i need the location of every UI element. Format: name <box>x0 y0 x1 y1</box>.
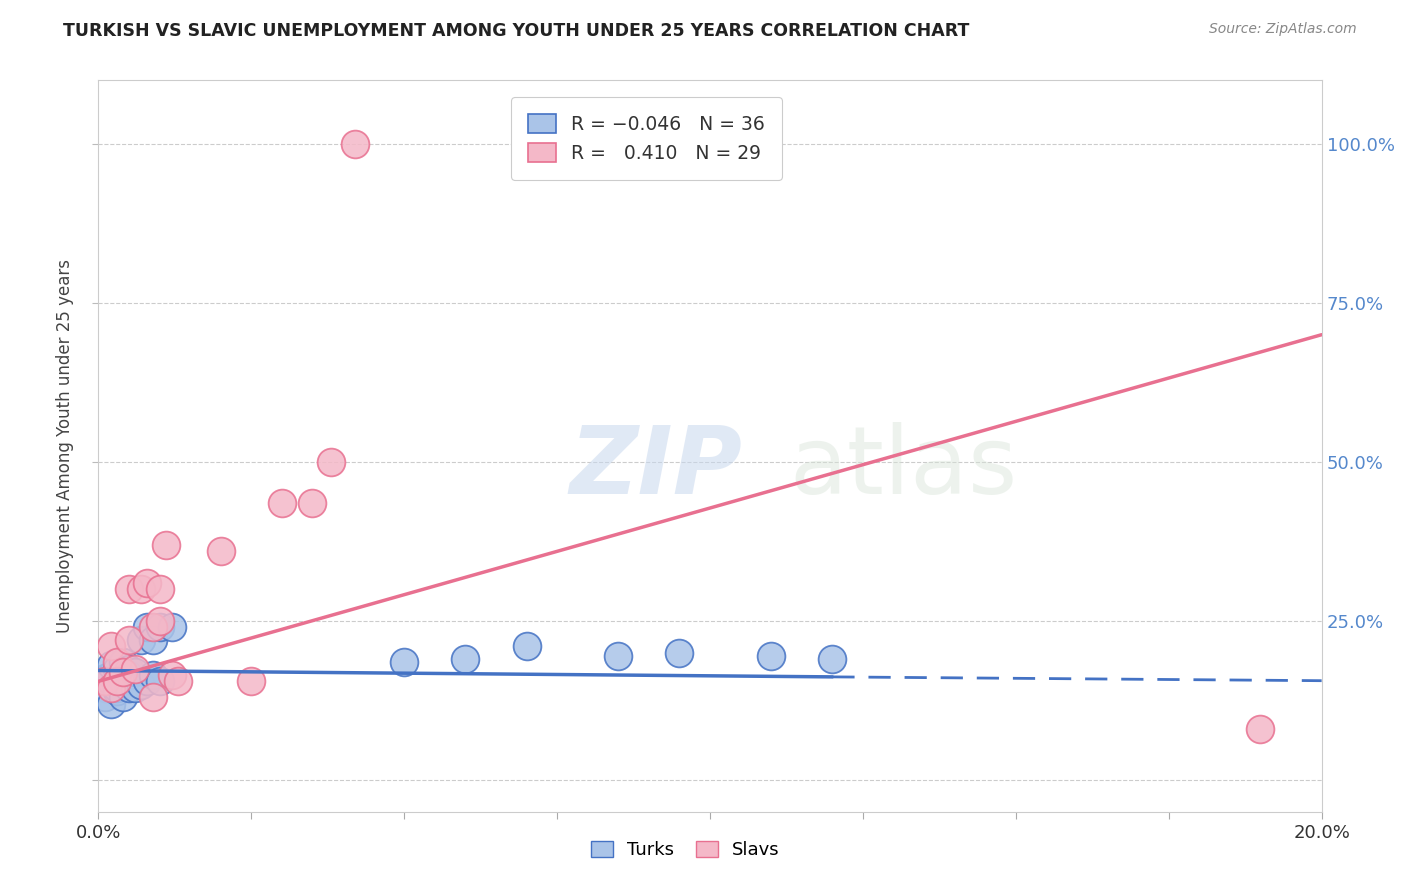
Point <box>124 662 146 676</box>
Point <box>93 671 115 685</box>
Point <box>149 620 172 634</box>
Point <box>668 646 690 660</box>
Point <box>105 681 128 695</box>
Point <box>129 632 152 647</box>
Point <box>1249 722 1271 736</box>
Point <box>93 674 115 689</box>
Point <box>100 640 122 654</box>
Point <box>155 538 177 552</box>
Text: atlas: atlas <box>790 422 1018 514</box>
Point <box>93 681 115 695</box>
Point <box>516 640 538 654</box>
Point <box>392 655 416 669</box>
Point <box>142 668 165 682</box>
Point <box>136 620 159 634</box>
Point <box>142 690 165 705</box>
Point <box>105 674 128 689</box>
Point <box>129 582 152 596</box>
Text: Source: ZipAtlas.com: Source: ZipAtlas.com <box>1209 22 1357 37</box>
Point <box>111 665 134 679</box>
Point <box>149 674 172 689</box>
Point <box>118 662 141 676</box>
Point <box>111 674 134 689</box>
Point <box>149 614 172 628</box>
Point <box>160 668 183 682</box>
Point <box>124 665 146 679</box>
Point <box>209 544 232 558</box>
Point <box>454 652 477 666</box>
Text: TURKISH VS SLAVIC UNEMPLOYMENT AMONG YOUTH UNDER 25 YEARS CORRELATION CHART: TURKISH VS SLAVIC UNEMPLOYMENT AMONG YOU… <box>63 22 970 40</box>
Point <box>759 648 782 663</box>
Point <box>118 582 141 596</box>
Point <box>129 677 152 691</box>
Point <box>319 455 342 469</box>
Point <box>240 674 263 689</box>
Point <box>111 655 134 669</box>
Point <box>607 648 630 663</box>
Point <box>118 681 141 695</box>
Point <box>100 674 122 689</box>
Point <box>111 690 134 705</box>
Point <box>105 684 128 698</box>
Point <box>160 620 183 634</box>
Point <box>118 668 141 682</box>
Point <box>149 582 172 596</box>
Y-axis label: Unemployment Among Youth under 25 years: Unemployment Among Youth under 25 years <box>56 259 75 633</box>
Legend: Turks, Slavs: Turks, Slavs <box>582 832 789 869</box>
Point <box>100 658 122 673</box>
Text: ZIP: ZIP <box>569 422 742 514</box>
Point <box>142 632 165 647</box>
Point <box>105 662 128 676</box>
Point <box>105 655 128 669</box>
Point <box>105 674 128 689</box>
Point <box>100 681 122 695</box>
Point <box>136 575 159 590</box>
Point <box>136 674 159 689</box>
Point <box>270 496 292 510</box>
Point <box>167 674 190 689</box>
Point <box>142 620 165 634</box>
Point <box>821 652 844 666</box>
Point <box>100 697 122 711</box>
Point <box>100 668 122 682</box>
Point <box>344 136 367 151</box>
Point <box>301 496 323 510</box>
Point <box>93 690 115 705</box>
Point <box>118 632 141 647</box>
Point <box>124 681 146 695</box>
